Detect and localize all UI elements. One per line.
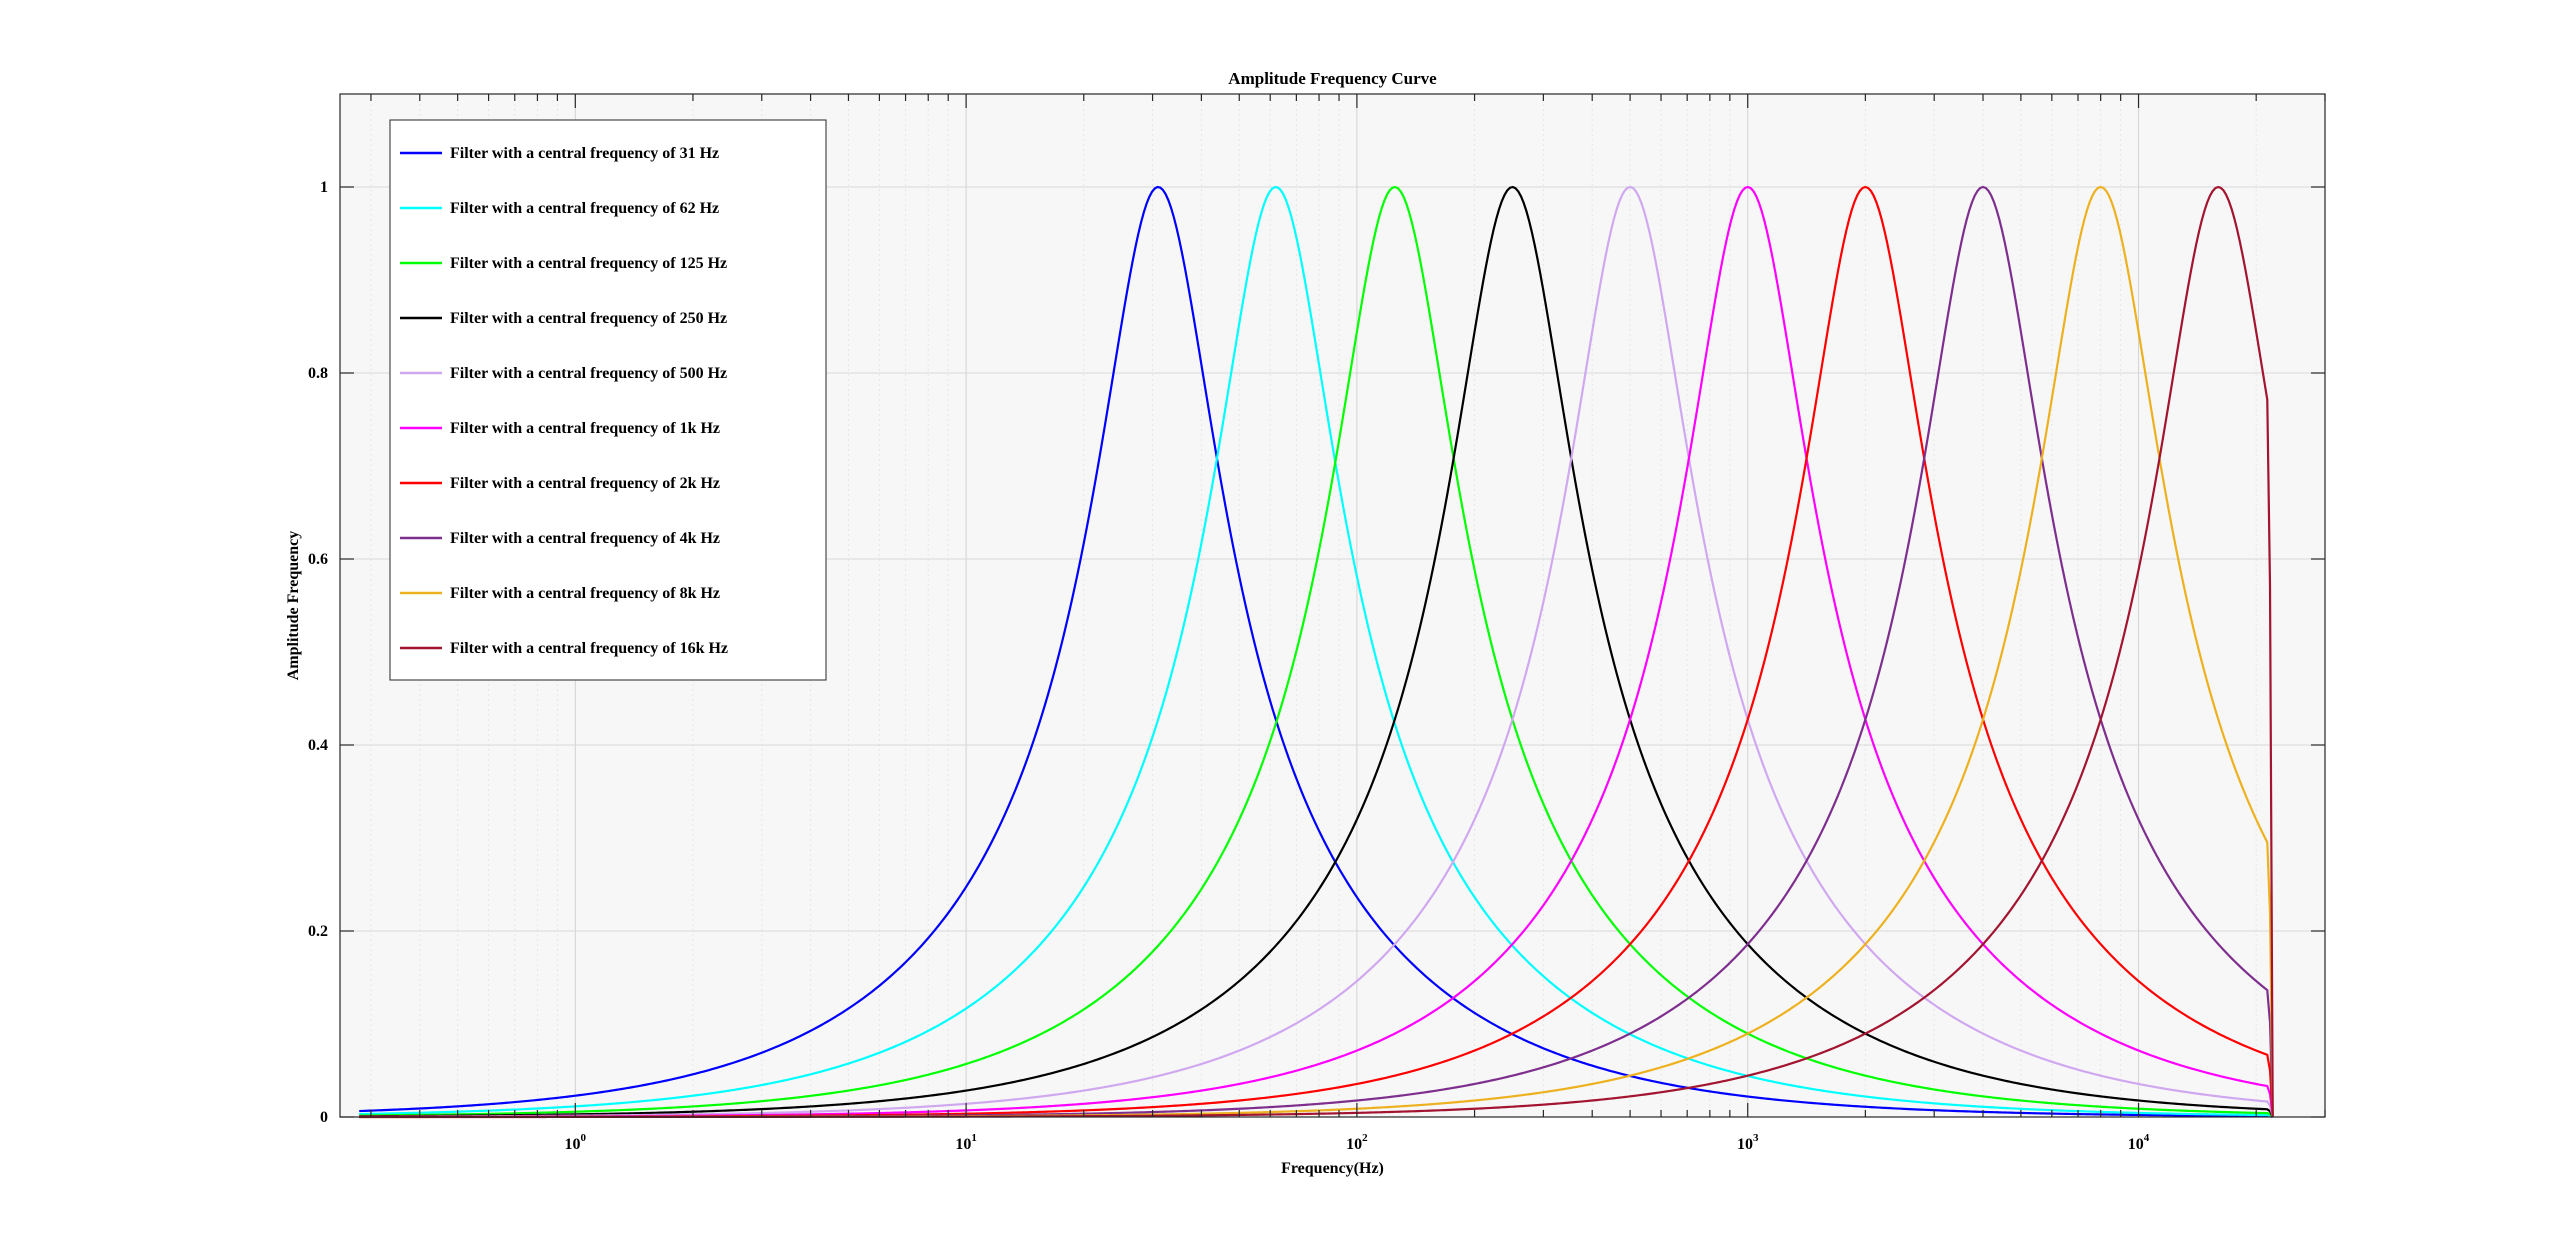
legend-entry: Filter with a central frequency of 31 Hz xyxy=(450,145,719,162)
x-tick-label: 100 xyxy=(565,1132,587,1153)
y-axis-label: Amplitude Frequency xyxy=(285,531,302,680)
series-line xyxy=(359,185,2274,1118)
legend-entry: Filter with a central frequency of 4k Hz xyxy=(450,530,720,547)
x-tick-label: 101 xyxy=(955,1132,977,1153)
legend-box xyxy=(389,119,827,681)
series-line xyxy=(359,185,2274,1118)
x-tick-label: 104 xyxy=(2128,1132,2150,1153)
plot-frame xyxy=(339,93,2326,1118)
legend-entry: Filter with a central frequency of 1k Hz xyxy=(450,420,720,437)
y-tick-label: 0.2 xyxy=(308,923,328,940)
y-tick-label: 0.4 xyxy=(308,737,328,754)
x-tick-label: 103 xyxy=(1737,1132,1759,1153)
legend-entry: Filter with a central frequency of 2k Hz xyxy=(450,475,720,492)
legend-entry: Filter with a central frequency of 500 H… xyxy=(450,365,727,382)
y-tick-label: 0 xyxy=(320,1109,328,1126)
legend-entry: Filter with a central frequency of 8k Hz xyxy=(450,585,720,602)
y-tick-label: 0.8 xyxy=(308,365,328,382)
series-line xyxy=(359,185,2274,1118)
y-tick-label: 1 xyxy=(320,179,328,196)
series-line xyxy=(359,185,2274,1119)
x-tick-label: 102 xyxy=(1346,1132,1368,1153)
legend: Filter with a central frequency of 31 Hz… xyxy=(389,119,827,681)
y-tick-label: 0.6 xyxy=(308,551,328,568)
chart-title: Amplitude Frequency Curve xyxy=(1228,69,1437,88)
axis-ticks: 0 0.2 0.4 0.6 0.8 1 100 101 102 103 104 xyxy=(308,94,2326,1153)
x-axis-label: Frequency(Hz) xyxy=(1281,1160,1384,1177)
legend-entry: Filter with a central frequency of 62 Hz xyxy=(450,200,719,217)
legend-entry: Filter with a central frequency of 250 H… xyxy=(450,310,727,327)
legend-entry: Filter with a central frequency of 125 H… xyxy=(450,255,727,272)
legend-entry: Filter with a central frequency of 16k H… xyxy=(450,640,728,657)
series-line xyxy=(359,185,2274,1118)
